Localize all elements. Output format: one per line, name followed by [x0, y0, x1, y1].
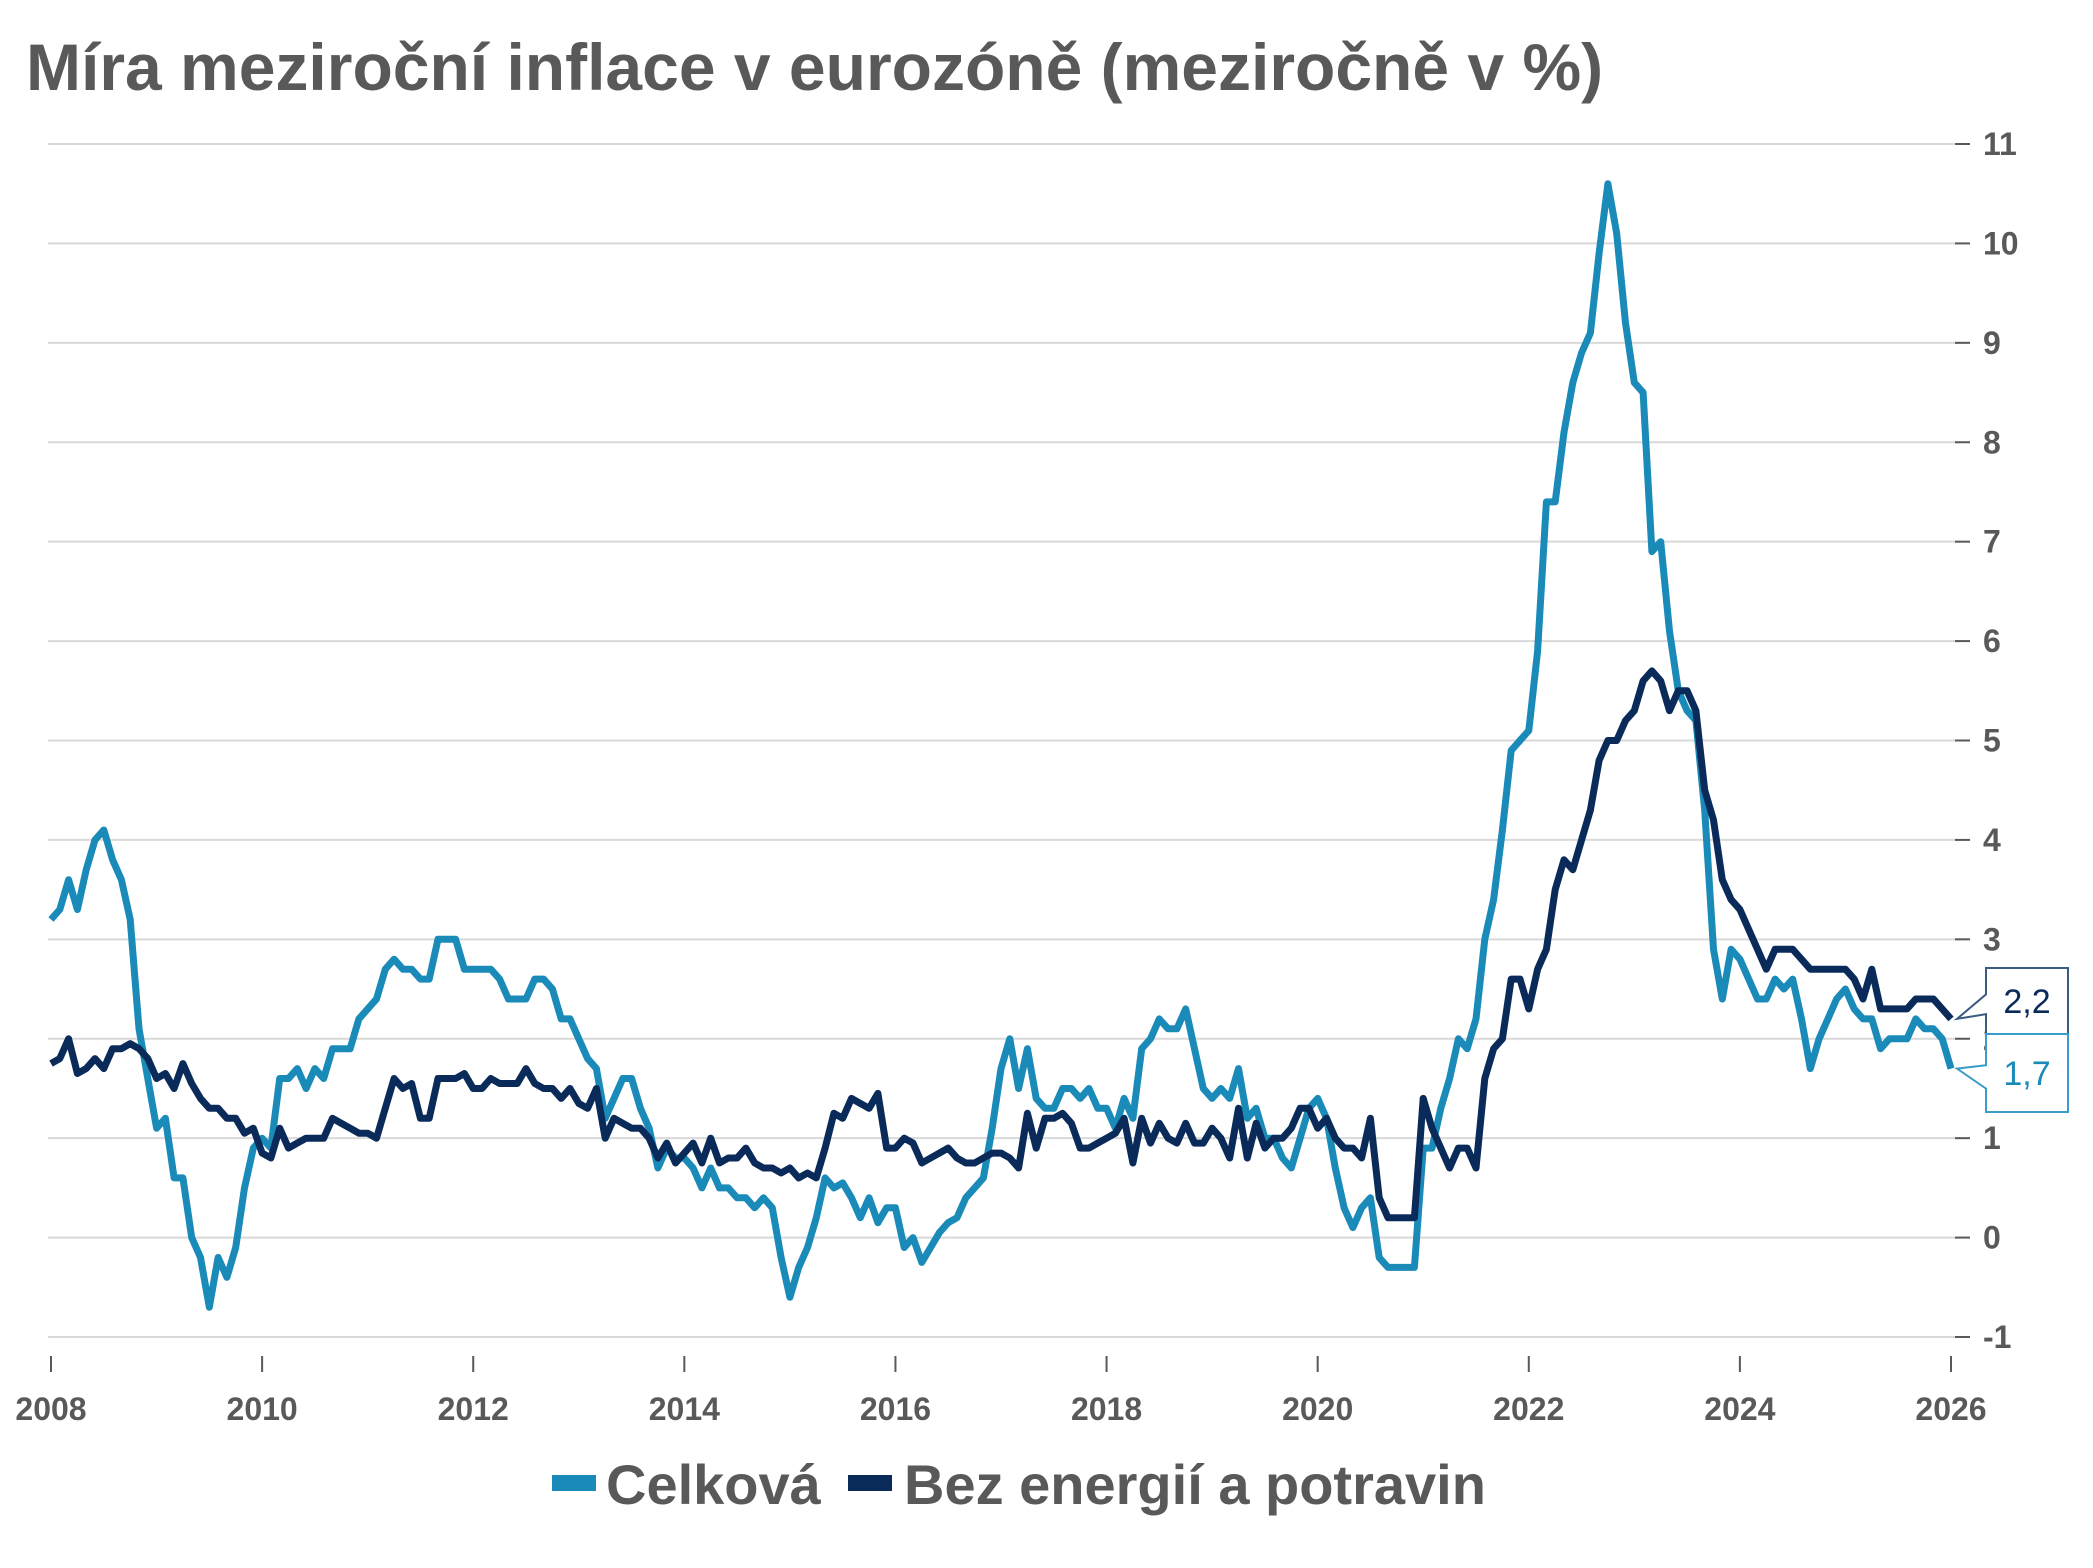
- callout-box: [1954, 1033, 2069, 1113]
- y-tick-label: 7: [1983, 524, 2001, 560]
- y-axis: -101234567891011: [1955, 126, 2019, 1355]
- legend-label-celkova: Celková: [606, 1453, 822, 1516]
- x-tick-label: 2008: [15, 1391, 86, 1427]
- x-tick-label: 2016: [860, 1391, 931, 1427]
- x-axis: 2008 2010 2012 2014 2016 2018 2020 2022 2024 2026: [15, 1356, 1987, 1427]
- y-tick-label: 3: [1983, 921, 2001, 957]
- x-tick-label: 2018: [1071, 1391, 1142, 1427]
- legend: Celková Bez energií a potravin: [552, 1453, 1486, 1516]
- x-tick-label: 2020: [1282, 1391, 1353, 1427]
- callout-value: 1,7: [2003, 1055, 2050, 1093]
- callout-box: [1953, 967, 2069, 1035]
- y-tick-label: 1: [1983, 1120, 2001, 1156]
- series-line-celkova: [48, 180, 1955, 1311]
- y-tick-label: 4: [1983, 822, 2001, 858]
- legend-swatch-bez-energii: [848, 1475, 892, 1491]
- y-tick-label: 9: [1983, 325, 2001, 361]
- series-line-bez-energii-a-potravin: [49, 667, 1954, 1222]
- x-tick-label: 2014: [649, 1391, 720, 1427]
- legend-swatch-celkova: [552, 1475, 596, 1491]
- chart-title: Míra meziroční inflace v eurozóně (mezir…: [26, 30, 1603, 104]
- callout-value: 2,2: [2003, 983, 2050, 1021]
- y-tick-label: 11: [1983, 126, 2017, 162]
- y-tick-label: 10: [1983, 225, 2019, 261]
- y-tick-label: 0: [1983, 1220, 2001, 1256]
- x-tick-label: 2010: [227, 1391, 298, 1427]
- y-tick-label: -1: [1983, 1319, 2011, 1355]
- y-tick-label: 8: [1983, 424, 2001, 460]
- x-tick-label: 2012: [438, 1391, 509, 1427]
- x-tick-label: 2026: [1915, 1391, 1986, 1427]
- legend-label-bez-energii: Bez energií a potravin: [904, 1453, 1486, 1516]
- x-tick-label: 2022: [1493, 1391, 1564, 1427]
- y-tick-label: 6: [1983, 623, 2001, 659]
- gridlines: [48, 143, 1960, 1338]
- x-tick-label: 2024: [1704, 1391, 1775, 1427]
- last-value-callouts: 2,2 1,7: [1953, 967, 2069, 1113]
- y-tick-label: 5: [1983, 723, 2001, 759]
- series-lines: [48, 180, 1955, 1311]
